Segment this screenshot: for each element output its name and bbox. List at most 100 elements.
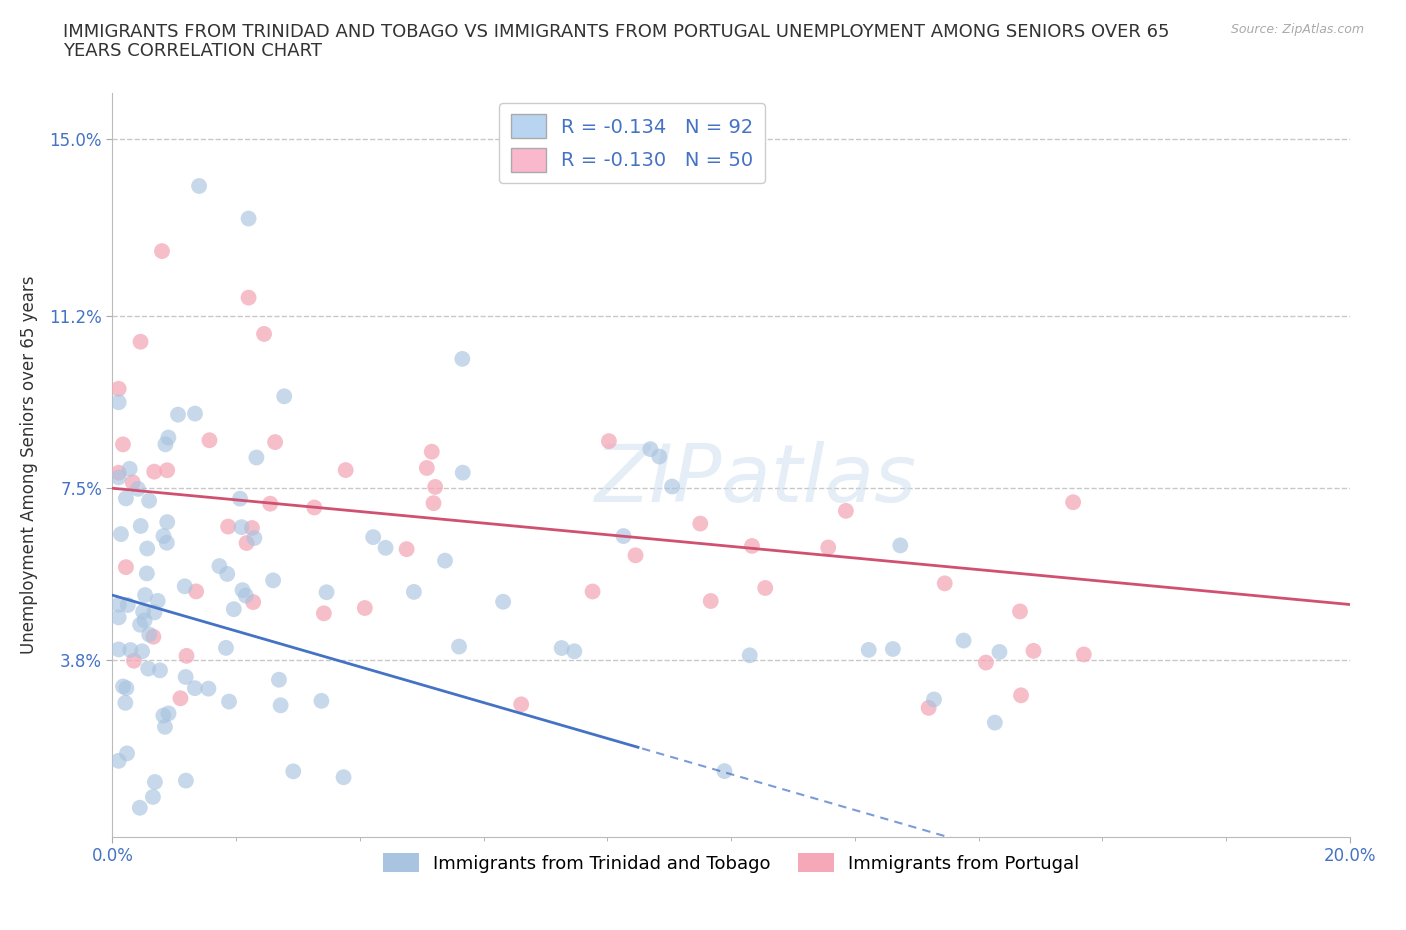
Point — [434, 553, 457, 568]
Point — [1022, 644, 1045, 658]
Point — [262, 573, 284, 588]
Point — [754, 580, 776, 595]
Point — [115, 681, 138, 696]
Point — [138, 493, 160, 508]
Text: IMMIGRANTS FROM TRINIDAD AND TOBAGO VS IMMIGRANTS FROM PORTUGAL UNEMPLOYMENT AMO: IMMIGRANTS FROM TRINIDAD AND TOBAGO VS I… — [63, 23, 1170, 41]
Point — [143, 464, 166, 479]
Point — [112, 679, 135, 694]
Point — [156, 536, 179, 551]
Point — [1008, 604, 1031, 618]
Point — [157, 706, 180, 721]
Point — [259, 497, 281, 512]
Point — [186, 584, 208, 599]
Point — [741, 538, 763, 553]
Point — [311, 694, 333, 709]
Point — [218, 694, 240, 709]
Point — [988, 644, 1011, 659]
Point — [167, 407, 190, 422]
Point — [149, 663, 172, 678]
Point — [120, 643, 142, 658]
Point — [562, 644, 585, 658]
Point — [188, 179, 211, 193]
Point — [425, 480, 447, 495]
Point — [107, 381, 129, 396]
Point — [143, 605, 166, 620]
Y-axis label: Unemployment Among Seniors over 65 years: Unemployment Among Seniors over 65 years — [20, 276, 38, 654]
Point — [315, 585, 337, 600]
Point — [395, 541, 418, 556]
Point — [108, 597, 131, 612]
Point — [451, 352, 474, 366]
Point — [122, 653, 145, 668]
Point — [111, 437, 134, 452]
Point — [222, 602, 245, 617]
Point — [273, 389, 295, 404]
Point — [231, 520, 253, 535]
Point — [136, 541, 159, 556]
Point — [115, 491, 138, 506]
Point — [283, 764, 305, 778]
Point — [240, 521, 263, 536]
Point — [422, 496, 444, 511]
Point — [117, 598, 139, 613]
Point — [107, 642, 129, 657]
Point — [581, 584, 603, 599]
Point — [176, 648, 198, 663]
Point — [738, 648, 761, 663]
Point — [121, 475, 143, 490]
Point — [1073, 647, 1095, 662]
Point — [138, 627, 160, 642]
Point — [152, 708, 174, 723]
Point — [142, 790, 165, 804]
Point — [155, 437, 177, 452]
Point — [174, 670, 197, 684]
Point — [361, 530, 384, 545]
Point — [107, 610, 129, 625]
Point — [420, 445, 443, 459]
Point — [135, 566, 157, 581]
Point — [889, 538, 911, 552]
Point — [235, 536, 257, 551]
Point — [107, 395, 129, 410]
Point — [129, 519, 152, 534]
Point — [128, 801, 150, 816]
Point — [107, 753, 129, 768]
Point — [264, 434, 287, 449]
Point — [152, 528, 174, 543]
Point — [134, 588, 156, 603]
Point — [198, 432, 221, 447]
Point — [882, 642, 904, 657]
Point — [110, 526, 132, 541]
Point — [156, 514, 179, 529]
Point — [416, 460, 439, 475]
Point — [492, 594, 515, 609]
Point — [184, 681, 207, 696]
Point — [235, 588, 257, 603]
Point — [184, 406, 207, 421]
Point — [229, 491, 252, 506]
Point — [253, 326, 276, 341]
Point — [984, 715, 1007, 730]
Point — [447, 639, 470, 654]
Point — [242, 594, 264, 609]
Point — [689, 516, 711, 531]
Point — [312, 605, 335, 620]
Point — [245, 450, 267, 465]
Point — [1062, 495, 1084, 510]
Point — [835, 503, 858, 518]
Point — [114, 696, 136, 711]
Point — [699, 593, 721, 608]
Point — [115, 560, 138, 575]
Point — [332, 770, 354, 785]
Point — [197, 681, 219, 696]
Point — [208, 559, 231, 574]
Point — [134, 613, 156, 628]
Text: ZIPatlas: ZIPatlas — [595, 441, 917, 519]
Point — [1010, 688, 1032, 703]
Point — [974, 655, 997, 670]
Point — [169, 691, 191, 706]
Point — [353, 601, 375, 616]
Point — [238, 211, 260, 226]
Point — [150, 244, 173, 259]
Point — [661, 479, 683, 494]
